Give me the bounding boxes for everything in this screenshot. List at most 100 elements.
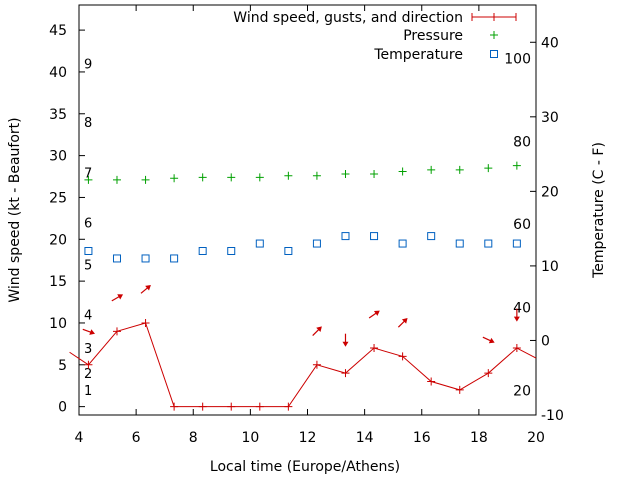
wind-speed-point <box>341 369 350 378</box>
y-tick-label: 30 <box>49 149 67 165</box>
pressure-point <box>170 174 179 183</box>
temperature-point <box>341 232 350 241</box>
wind-direction-arrows <box>82 284 520 347</box>
y-tick-label: 15 <box>49 274 67 290</box>
wind-direction-arrow <box>312 326 322 336</box>
wind-speed-point <box>141 318 150 327</box>
temperature-point <box>255 239 264 248</box>
wind-speed-point <box>84 360 93 369</box>
x-tick-label: 4 <box>75 430 84 446</box>
pressure-point <box>512 161 521 170</box>
data-series <box>69 161 537 411</box>
legend-swatch-pressure <box>490 31 498 39</box>
y2-tick-label: 0 <box>541 333 550 349</box>
x-tick-label: 8 <box>189 430 198 446</box>
wind-speed-point <box>455 385 464 394</box>
beaufort-label: 5 <box>84 258 92 273</box>
y-tick-label: 45 <box>49 23 67 39</box>
wind-direction-arrow <box>397 318 408 328</box>
fahrenheit-label: 40 <box>513 301 531 317</box>
wind-direction-arrow <box>513 308 520 322</box>
wind-speed-point <box>512 344 521 353</box>
temperature-point <box>455 239 464 248</box>
temperature-point <box>198 247 207 255</box>
wind-direction-arrow <box>140 284 151 294</box>
legend: Wind speed, gusts, and direction Pressure… <box>233 10 517 63</box>
temperature-point <box>84 247 93 255</box>
wind-direction-arrow <box>482 336 495 344</box>
temperature-point <box>512 239 521 248</box>
x-tick-label: 14 <box>356 430 374 446</box>
plot-border <box>78 4 537 416</box>
pressure-point <box>198 173 207 182</box>
pressure-point <box>312 171 321 180</box>
temperature-point <box>370 232 379 241</box>
wind-speed-point <box>312 360 321 369</box>
fahrenheit-label: 80 <box>513 134 531 150</box>
pressure-point <box>255 173 264 182</box>
wind-speed-point <box>398 352 407 361</box>
plot-frame <box>78 4 537 416</box>
fahrenheit-labels: 20 40 60 80 100 <box>504 52 531 400</box>
legend-label-pressure: Pressure <box>403 28 463 44</box>
beaufort-label: 6 <box>84 217 92 232</box>
arrow-head <box>373 310 380 316</box>
y2-tick-label: -10 <box>541 408 564 424</box>
fahrenheit-label: 60 <box>513 217 531 233</box>
beaufort-label: 3 <box>84 342 92 357</box>
arrow-head <box>316 326 322 333</box>
pressure-point <box>455 165 464 174</box>
pressure-point <box>484 164 493 173</box>
fahrenheit-label: 100 <box>504 52 531 68</box>
y2-tick-label: 30 <box>541 110 559 126</box>
arrow-head <box>117 294 124 300</box>
x-tick-label: 20 <box>527 430 545 446</box>
legend-swatch-temperature <box>490 50 498 58</box>
pressure-point <box>398 167 407 176</box>
pressure-point <box>370 170 379 179</box>
x-tick-label: 12 <box>299 430 317 446</box>
beaufort-labels: 1 2 3 4 5 6 7 8 9 <box>84 58 92 399</box>
y2-tick-label: 40 <box>541 35 559 51</box>
wind-direction-arrow <box>368 310 380 319</box>
pressure-point <box>84 175 93 184</box>
arrow-head <box>89 329 96 335</box>
y-tick-label: 20 <box>49 232 67 248</box>
x-tick-label: 16 <box>413 430 431 446</box>
pressure-point <box>427 165 436 174</box>
y-tick-label: 25 <box>49 190 67 206</box>
pressure-point <box>112 175 121 184</box>
wind-direction-arrow <box>342 333 349 347</box>
beaufort-label: 1 <box>84 384 92 399</box>
wind-speed-point <box>170 402 179 411</box>
x-tick-label: 6 <box>132 430 141 446</box>
legend-swatch-wind-marks <box>471 13 517 21</box>
x-tick-label: 18 <box>470 430 488 446</box>
temperature-point <box>398 239 407 248</box>
wind-direction-arrow <box>111 294 124 302</box>
y-tick-label: 5 <box>58 358 67 374</box>
temperature-point <box>312 239 321 248</box>
beaufort-label: 2 <box>84 367 92 382</box>
beaufort-label: 7 <box>84 166 92 181</box>
temperature-point <box>484 239 493 248</box>
temperature-point <box>170 254 179 263</box>
axis-ticks: 4 6 8 10 12 14 16 18 20051015202530354045-100102… <box>49 5 564 446</box>
temperature-point <box>112 254 121 263</box>
pressure-point <box>341 170 350 179</box>
arrow-head <box>513 316 520 322</box>
wind-speed-line <box>69 322 537 408</box>
x-tick-label: 10 <box>241 430 259 446</box>
y-tick-label: 40 <box>49 65 67 81</box>
temperature-point <box>227 247 236 255</box>
pressure-point <box>227 173 236 182</box>
wind-speed-point <box>370 344 379 353</box>
temperature-point <box>284 247 293 255</box>
wind-direction-arrow <box>82 328 96 335</box>
temperature-point <box>427 232 436 241</box>
arrow-head <box>342 341 349 347</box>
y2-axis-label: Temperature (C - F) <box>591 142 607 279</box>
wind-speed-point <box>112 327 121 336</box>
arrow-head <box>145 284 151 291</box>
